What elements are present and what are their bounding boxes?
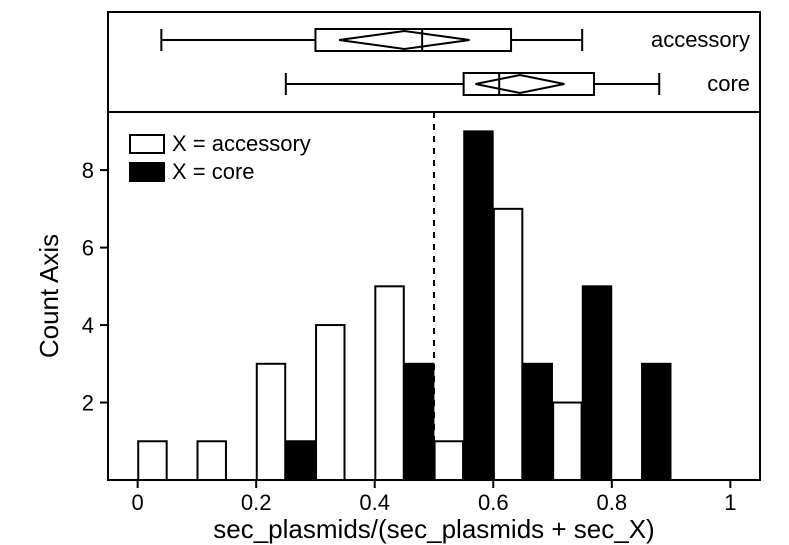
bar-accessory	[435, 441, 463, 480]
x-tick-label: 1	[724, 490, 736, 515]
x-axis-label: sec_plasmids/(sec_plasmids + sec_X)	[213, 514, 654, 544]
bar-core	[524, 364, 552, 480]
x-tick-label: 0.2	[241, 490, 272, 515]
boxplot-label: core	[707, 71, 750, 96]
bar-core	[464, 131, 492, 480]
y-tick-label: 2	[82, 391, 94, 416]
bar-core	[583, 286, 611, 480]
figure: 0 0.2 0.4 0.6 0.8 1 sec_plasmids/(sec_plasmids…	[0, 0, 789, 545]
boxplot-label: accessory	[651, 27, 750, 52]
bar-accessory	[198, 441, 226, 480]
bar-accessory	[553, 403, 581, 480]
bar-accessory	[494, 209, 522, 480]
y-tick-label: 8	[82, 158, 94, 183]
x-tick-label: 0.6	[478, 490, 509, 515]
y-tick-label: 6	[82, 236, 94, 261]
bar-core	[286, 441, 314, 480]
legend-swatch	[130, 163, 164, 181]
y-axis-label: Count Axis	[34, 234, 64, 358]
legend-label: X = accessory	[172, 131, 311, 156]
bar-core	[405, 364, 433, 480]
bar-accessory	[375, 286, 403, 480]
x-tick-label: 0	[132, 490, 144, 515]
x-tick-label: 0.8	[597, 490, 628, 515]
x-tick-label: 0.4	[359, 490, 390, 515]
legend-label: X = core	[172, 159, 255, 184]
legend-swatch	[130, 135, 164, 153]
bar-core	[642, 364, 670, 480]
bar-accessory	[138, 441, 166, 480]
y-tick-label: 4	[82, 313, 94, 338]
bar-accessory	[316, 325, 344, 480]
bar-accessory	[257, 364, 285, 480]
